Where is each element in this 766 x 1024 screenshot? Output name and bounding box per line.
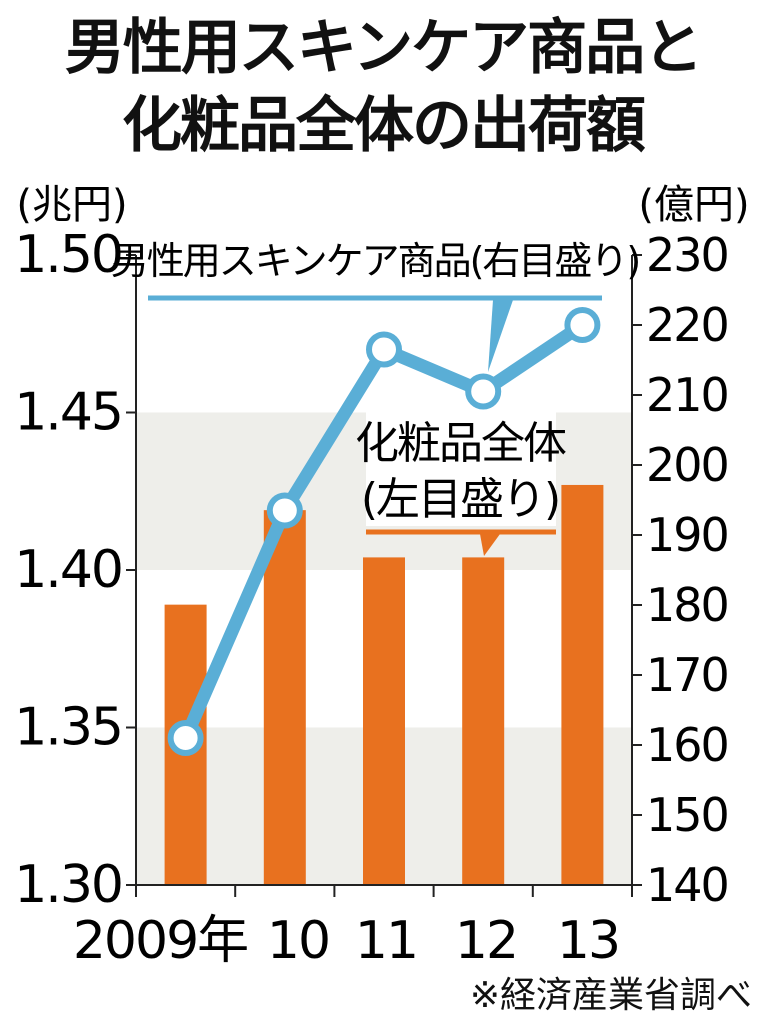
line-point-0 <box>167 720 204 756</box>
right-axis-unit: (億円) <box>638 182 749 228</box>
right-tick-label-1: 220 <box>646 298 728 352</box>
left-tick-label-1: 1.45 <box>14 383 122 443</box>
left-tick-label-0: 1.50 <box>14 225 122 285</box>
bar-label-background <box>366 412 556 526</box>
x-tick-label-4: 13 <box>557 911 619 971</box>
chart-title-line2: 化粧品全体の出荷額 <box>122 91 646 161</box>
right-tick-label-8: 150 <box>646 788 728 842</box>
line-series <box>167 307 601 756</box>
tick-labels: 1.50 1.45 1.40 1.35 1.30 230 220 210 200 190 180 17… <box>14 225 730 971</box>
line-label-pointer <box>488 300 513 372</box>
bar-3 <box>462 557 505 885</box>
source-note: ※経済産業省調べ <box>469 975 752 1016</box>
left-tick-label-4: 1.30 <box>14 855 122 915</box>
x-tick-label-1: 10 <box>267 911 329 971</box>
line-point-2 <box>366 331 402 368</box>
bar-4 <box>561 484 604 885</box>
line-point-3 <box>465 373 502 410</box>
line-point-4 <box>564 307 601 343</box>
right-tick-label-2: 210 <box>646 368 728 422</box>
chart-title-line1: 男性用スキンケア商品と <box>64 13 703 83</box>
left-tick-label-2: 1.40 <box>14 540 122 600</box>
bar-1 <box>263 510 306 885</box>
line-point-1 <box>266 492 303 529</box>
bar-2 <box>363 557 405 885</box>
line-label-background <box>148 222 603 288</box>
left-axis-unit: (兆円) <box>16 182 127 228</box>
x-tick-label-3: 12 <box>455 911 517 971</box>
right-tick-label-3: 200 <box>646 438 728 492</box>
right-tick-label-7: 160 <box>646 718 728 772</box>
bar-label-pointer <box>480 534 500 556</box>
right-tick-label-5: 180 <box>646 578 728 632</box>
line-series-label: 男性用スキンケア商品(右目盛り) <box>111 239 640 283</box>
x-tick-label-0: 2009年 <box>73 911 247 971</box>
right-tick-label-4: 190 <box>646 508 728 562</box>
right-tick-label-6: 170 <box>646 648 728 702</box>
bar-series-label-line2: (左目盛り) <box>361 474 559 525</box>
left-tick-label-3: 1.35 <box>14 698 122 758</box>
right-tick-label-0: 230 <box>646 228 728 282</box>
right-tick-label-9: 140 <box>646 858 728 912</box>
bar-series-label-line1: 化粧品全体 <box>355 418 566 469</box>
x-tick-label-2: 11 <box>355 911 417 971</box>
annotations: 男性用スキンケア商品(右目盛り) 化粧品全体(左目盛り) <box>111 222 641 556</box>
